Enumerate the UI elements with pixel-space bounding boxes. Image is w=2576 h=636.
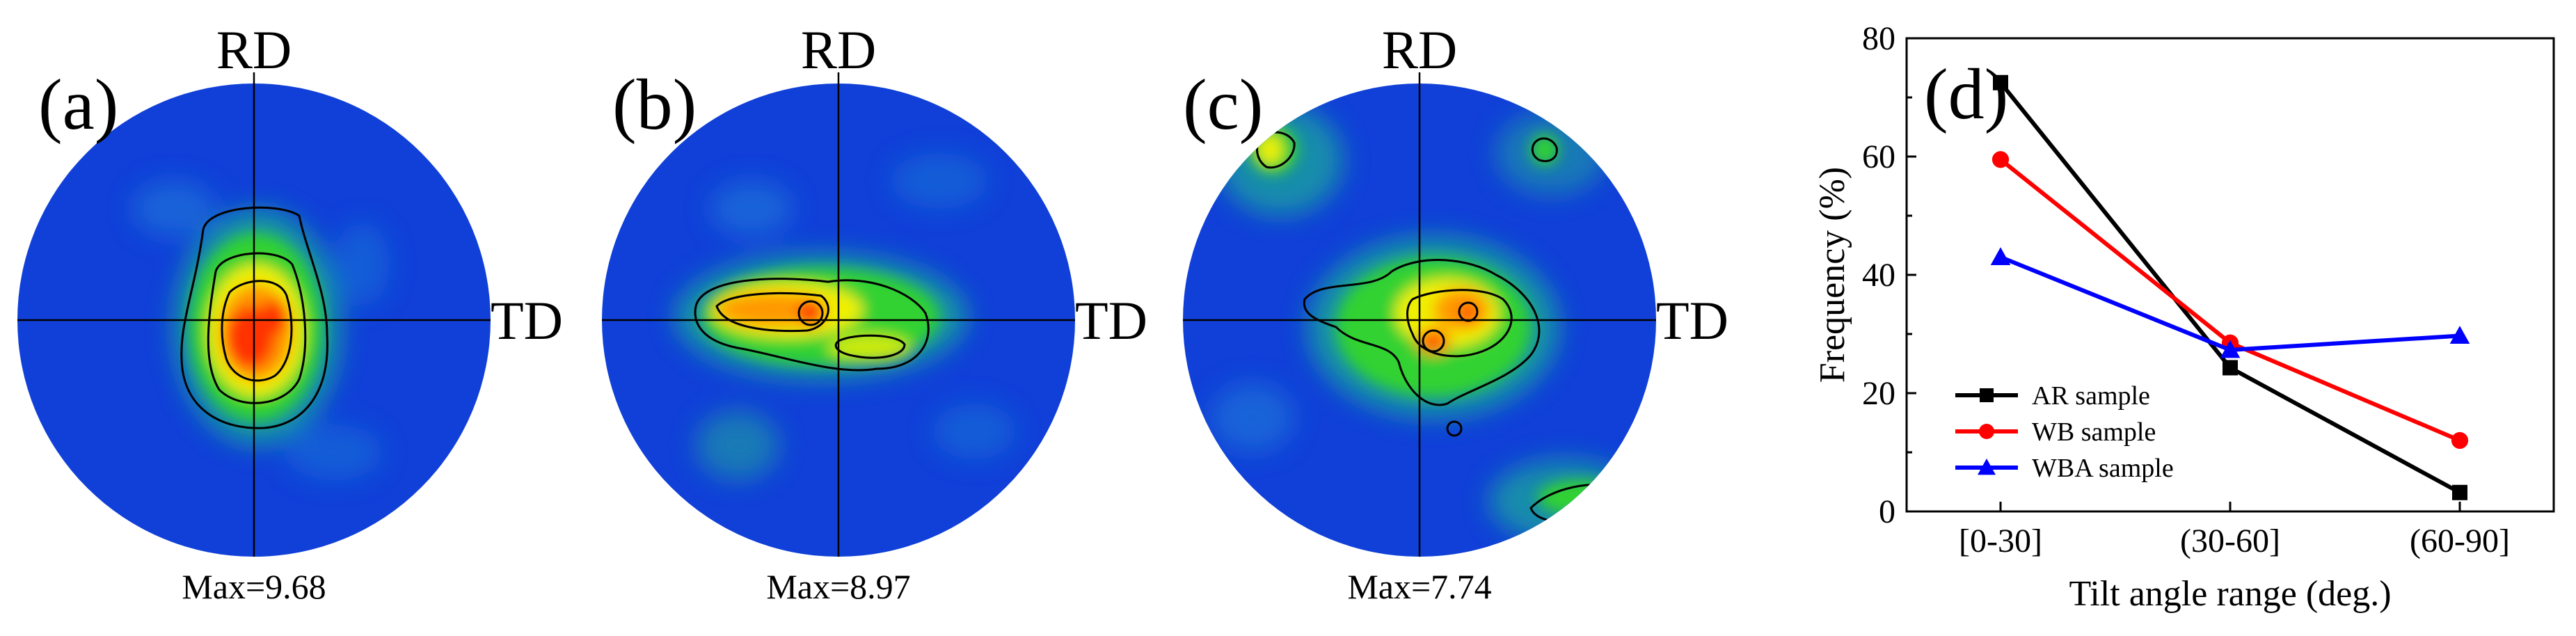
pole-figure-c-td-label: TD	[1656, 290, 1728, 351]
contour-c-1	[1303, 259, 1541, 406]
legend-label: WBA sample	[2032, 454, 2174, 483]
x-tick-label: (30-60]	[2180, 523, 2280, 559]
pole-figure-c-rd-label: RD	[1382, 19, 1457, 80]
y-tick-label: 80	[1862, 20, 1895, 57]
contour-a-2	[207, 252, 307, 404]
data-point	[2451, 431, 2469, 450]
chart-d-x-axis-title: Tilt angle range (deg.)	[2069, 574, 2391, 614]
pole-figure-a-label: (a)	[38, 65, 118, 145]
legend-swatch-marker	[1980, 388, 1994, 402]
contour-a-3	[221, 280, 293, 382]
contour-c-4	[1422, 329, 1445, 353]
pole-figure-a-intensity	[132, 181, 390, 480]
legend-swatch-marker	[1978, 459, 1996, 475]
pole-figure-c: (c) RD TD Max=7.74	[1183, 19, 1728, 606]
pole-figure-c-max: Max=7.74	[1347, 567, 1491, 606]
pole-figure-b-td-label: TD	[1075, 290, 1147, 351]
data-point	[1990, 247, 2011, 265]
y-tick-label: 60	[1862, 138, 1895, 175]
x-tick-label: (60-90]	[2410, 523, 2510, 559]
data-point	[2452, 484, 2467, 500]
y-tick-label: 40	[1862, 257, 1895, 294]
contour-c-2	[1406, 289, 1513, 358]
data-point	[1991, 151, 2010, 168]
chart-d-legend: AR sample WB sample WBA sample	[1955, 381, 2174, 483]
data-point	[2449, 326, 2470, 344]
chart-d-ticks: 0 20 40 60 80 [0-30] (30-60] (60-90]	[1862, 20, 2510, 559]
contour-b-4	[797, 300, 824, 326]
chart-d-series	[1990, 74, 2470, 500]
pole-figure-a-rd-label: RD	[216, 19, 292, 80]
pole-figure-a-max: Max=9.68	[182, 567, 326, 606]
legend-label: AR sample	[2032, 381, 2150, 411]
pole-figure-b-intensity	[675, 153, 1016, 480]
pole-figure-b: (b) RD TD Max=8.97	[602, 19, 1147, 606]
chart-d: (d) Tilt angle range (deg.) Frequency (%…	[1813, 20, 2555, 614]
pole-figure-a-td-label: TD	[491, 290, 563, 351]
contour-b-3	[834, 334, 906, 359]
pole-figure-b-max: Max=8.97	[766, 567, 910, 606]
pole-figure-c-label: (c)	[1183, 65, 1263, 145]
chart-d-panel-label: (d)	[1924, 54, 2008, 134]
y-tick-label: 0	[1879, 493, 1895, 530]
y-tick-label: 20	[1862, 375, 1895, 412]
contour-c-8	[1446, 420, 1463, 437]
contour-a-1	[180, 206, 328, 429]
data-point	[2220, 340, 2241, 358]
legend-label: WB sample	[2032, 418, 2156, 447]
chart-d-y-axis-title: Frequency (%)	[1813, 167, 1852, 383]
pole-figure-b-rd-label: RD	[801, 19, 876, 80]
series-wba-sample	[1990, 247, 2470, 358]
pole-figure-a: (a) RD TD Max=9.68	[17, 19, 563, 606]
x-tick-label: [0-30]	[1959, 523, 2042, 559]
series-ar-sample	[1993, 74, 2467, 500]
pole-figure-b-label: (b)	[612, 65, 697, 145]
legend-swatch-marker	[1979, 424, 1994, 439]
data-point	[1993, 74, 2008, 90]
data-point	[2223, 360, 2238, 376]
contour-b-2	[715, 292, 829, 333]
contour-c-6	[1531, 137, 1558, 163]
contour-b-1	[694, 278, 930, 372]
